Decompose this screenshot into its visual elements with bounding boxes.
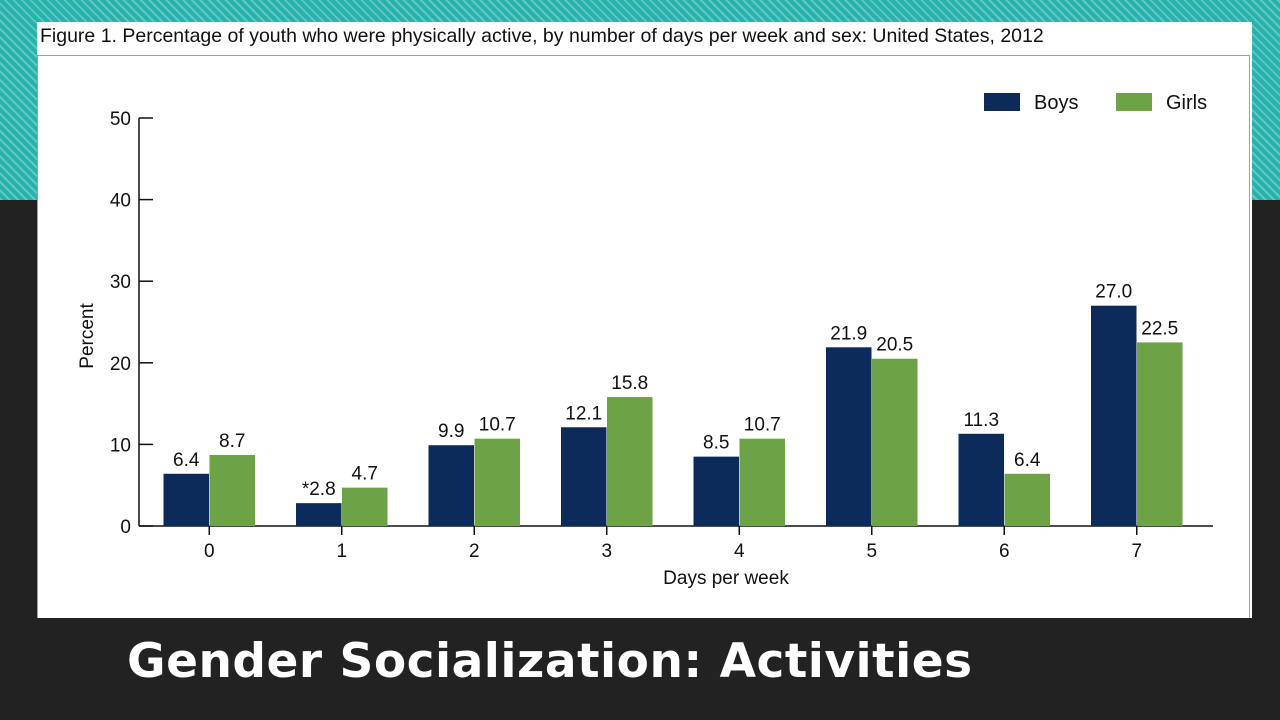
- y-tick-label: 50: [110, 109, 131, 130]
- x-tick-label: 5: [866, 541, 877, 562]
- bar-chart: 0 10 20 30 40 50 Percent 0 6.4 8.7 1 *2.8 4.7 2 9.9 10.…: [77, 92, 1213, 589]
- bar-boys-day-2: [428, 445, 474, 526]
- figure-divider: [37, 55, 1250, 56]
- legend-swatch-girls: [1116, 93, 1152, 111]
- bar-boys-day-0: [163, 473, 209, 526]
- y-axis-label: Percent: [77, 303, 98, 369]
- y-tick-label: 0: [120, 517, 131, 538]
- x-tick-label: 6: [999, 541, 1010, 562]
- data-label: 8.7: [219, 431, 245, 452]
- chart-title: Figure 1. Percentage of youth who were p…: [40, 25, 1044, 47]
- y-tick-label: 20: [110, 354, 131, 375]
- data-label: 8.5: [703, 433, 729, 454]
- legend-label-girls: Girls: [1166, 92, 1207, 114]
- x-tick-label: 4: [734, 541, 745, 562]
- data-label: 10.7: [479, 415, 516, 436]
- y-tick-label: 30: [110, 272, 131, 293]
- data-label: 9.9: [438, 421, 464, 442]
- bar-girls-day-3: [607, 397, 653, 526]
- bar-boys-day-6: [958, 433, 1004, 526]
- bar-girls-day-1: [342, 487, 388, 526]
- legend-swatch-boys: [984, 93, 1020, 111]
- data-label: 27.0: [1095, 282, 1132, 303]
- data-label: 6.4: [1014, 450, 1041, 471]
- data-label: 11.3: [963, 410, 999, 431]
- bar-boys-day-5: [826, 347, 872, 526]
- y-tick-label: 40: [110, 191, 131, 212]
- slide-title: Gender Socialization: Activities: [127, 634, 973, 689]
- data-label: 10.7: [744, 415, 781, 436]
- data-label: 21.9: [830, 323, 867, 344]
- figure-border-right: [1249, 55, 1250, 618]
- data-label: 15.8: [611, 373, 648, 394]
- x-tick-label: 2: [469, 541, 480, 562]
- figure-border-left: [37, 55, 38, 618]
- x-tick-label: 1: [336, 541, 347, 562]
- bar-girls-day-0: [209, 455, 255, 526]
- bar-boys-day-7: [1091, 305, 1137, 526]
- bar-girls-day-5: [872, 358, 918, 526]
- bar-girls-day-2: [474, 438, 520, 526]
- data-label: 12.1: [565, 403, 602, 424]
- x-tick-label: 3: [601, 541, 612, 562]
- data-label: *2.8: [302, 479, 336, 500]
- figure-panel: Figure 1. Percentage of youth who were p…: [37, 22, 1252, 618]
- bar-girls-day-4: [739, 438, 785, 526]
- bar-boys-day-1: [296, 503, 342, 526]
- y-tick-label: 10: [110, 435, 131, 456]
- data-label: 20.5: [876, 335, 913, 356]
- x-tick-label: 0: [204, 541, 215, 562]
- data-label: 4.7: [352, 464, 378, 485]
- data-label: 6.4: [173, 450, 200, 471]
- bar-girls-day-7: [1137, 342, 1183, 526]
- bar-boys-day-4: [693, 456, 739, 526]
- legend-label-boys: Boys: [1034, 92, 1078, 114]
- bar-girls-day-6: [1004, 473, 1050, 526]
- data-label: 22.5: [1141, 318, 1178, 339]
- bar-boys-day-3: [561, 427, 607, 526]
- x-axis-label: Days per week: [663, 568, 789, 589]
- x-tick-label: 7: [1131, 541, 1142, 562]
